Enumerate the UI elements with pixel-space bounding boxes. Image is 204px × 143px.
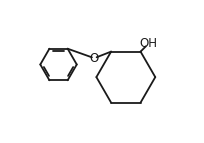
Text: OH: OH [139, 37, 157, 50]
Text: O: O [90, 52, 99, 65]
